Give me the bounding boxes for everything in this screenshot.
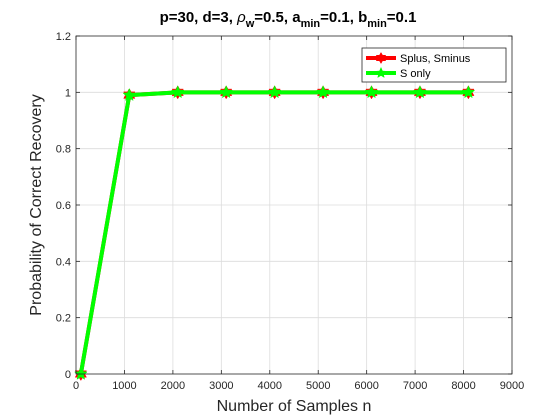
series-2-point bbox=[364, 85, 379, 99]
series-2-point bbox=[413, 85, 427, 99]
legend-label-1: Splus, Sminus bbox=[400, 53, 471, 65]
series-2-point bbox=[219, 85, 233, 99]
x-tick-label: 9000 bbox=[500, 380, 524, 392]
series-2 bbox=[74, 85, 476, 380]
legend-label-2: S only bbox=[400, 68, 431, 80]
series-2-point bbox=[316, 85, 330, 99]
legend: Splus, Sminus S only bbox=[361, 47, 507, 83]
y-tick-label: 0.6 bbox=[56, 200, 71, 212]
y-tick-label: 0.4 bbox=[56, 256, 71, 268]
y-tick-label: 0.2 bbox=[56, 313, 71, 325]
legend-marker-1 bbox=[375, 52, 387, 64]
x-tick-label: 0 bbox=[73, 380, 79, 392]
axis-ticks: 0 1000 2000 3000 4000 5000 6000 7000 8000 9000 0 0.… bbox=[56, 31, 525, 392]
x-tick-label: 7000 bbox=[403, 380, 427, 392]
series-2-point bbox=[122, 87, 137, 101]
series-2-point bbox=[267, 85, 282, 99]
y-tick-label: 0 bbox=[65, 369, 71, 381]
x-tick-label: 4000 bbox=[258, 380, 282, 392]
y-tick-label: 1.2 bbox=[56, 31, 71, 43]
series-2-point bbox=[461, 85, 476, 99]
chart-title: p=30, d=3, ρw=0.5, amin=0.1, bmin=0.1 bbox=[160, 9, 417, 30]
x-tick-label: 2000 bbox=[161, 380, 185, 392]
y-tick-label: 0.8 bbox=[56, 144, 71, 156]
legend-marker-2 bbox=[375, 66, 387, 78]
x-tick-label: 6000 bbox=[354, 380, 378, 392]
y-tick-label: 1 bbox=[65, 87, 71, 99]
x-tick-label: 5000 bbox=[306, 380, 330, 392]
x-tick-label: 3000 bbox=[209, 380, 233, 392]
x-axis-label: Number of Samples n bbox=[217, 398, 372, 415]
series-2-point bbox=[170, 85, 185, 99]
y-axis-label: Probability of Correct Recovery bbox=[28, 94, 45, 315]
series-layer bbox=[74, 85, 476, 381]
x-tick-label: 1000 bbox=[112, 380, 136, 392]
legend-box bbox=[361, 47, 507, 83]
x-tick-label: 8000 bbox=[451, 380, 475, 392]
